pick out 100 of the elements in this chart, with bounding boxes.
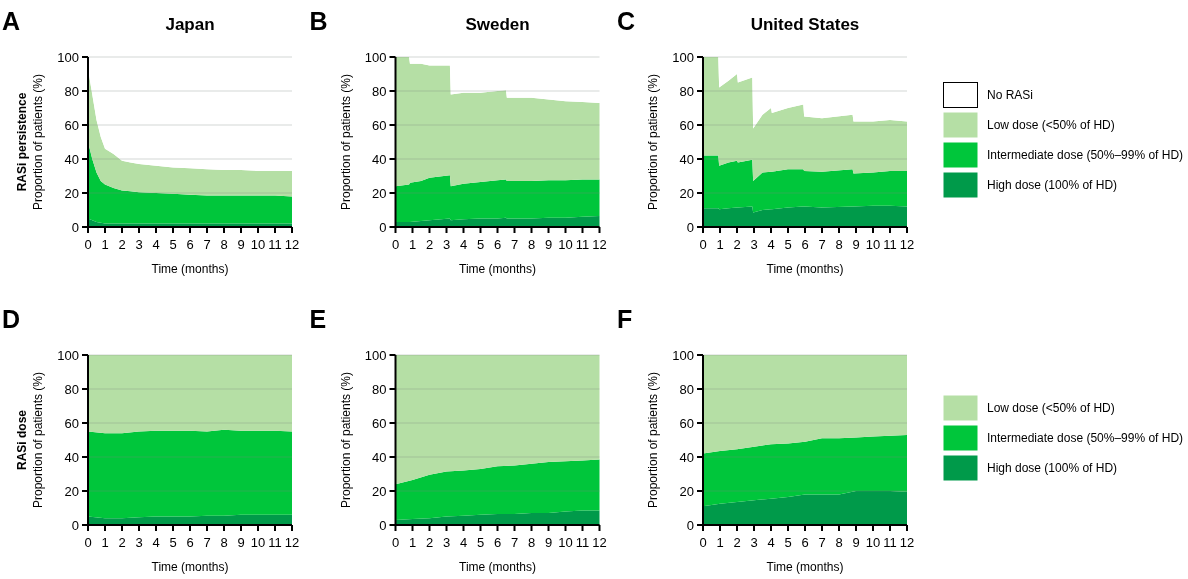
x-tick-label: 5 xyxy=(169,535,177,550)
y-tick-label: 0 xyxy=(686,517,694,533)
x-tick-label: 5 xyxy=(476,535,485,550)
x-tick-label: 12 xyxy=(284,535,300,550)
y-tick-label: 80 xyxy=(64,83,79,99)
x-tick-label: 2 xyxy=(425,535,434,550)
x-axis-title: Time (months) xyxy=(151,262,229,276)
x-tick-label: 8 xyxy=(220,535,228,550)
x-axis-title: Time (months) xyxy=(766,560,844,574)
chart-title: Sweden xyxy=(465,15,530,34)
x-tick-label: 3 xyxy=(135,535,143,550)
y-tick-label: 20 xyxy=(679,185,694,201)
x-tick-label: 2 xyxy=(118,237,126,252)
y-axis-title: Proportion of patients (%) xyxy=(338,73,353,211)
x-tick-label: 10 xyxy=(250,535,266,550)
text: A xyxy=(2,7,21,35)
text: RASi dose xyxy=(15,409,29,471)
x-tick-label: 2 xyxy=(425,237,434,252)
legend-label: Low dose (<50% of HD) xyxy=(987,118,1115,133)
x-axis-title: Time (months) xyxy=(766,262,844,276)
text: RASi persistence xyxy=(15,92,29,192)
x-tick-label: 6 xyxy=(493,237,502,252)
x-tick-label: 5 xyxy=(784,535,792,550)
x-tick-label: 6 xyxy=(493,535,502,550)
x-tick-label: 11 xyxy=(268,237,282,252)
y-tick-label: 80 xyxy=(372,83,387,99)
y-tick-label: 80 xyxy=(64,381,79,397)
y-tick-label: 40 xyxy=(679,151,694,167)
y-tick-label: 80 xyxy=(372,381,387,397)
y-tick-label: 100 xyxy=(672,49,694,65)
y-tick-label: 60 xyxy=(64,415,79,431)
y-tick-label: 20 xyxy=(372,483,387,499)
y-tick-label: 100 xyxy=(57,347,79,363)
y-tick-label: 60 xyxy=(372,117,387,133)
x-tick-label: 0 xyxy=(391,535,400,550)
y-tick-label: 100 xyxy=(364,347,387,363)
x-tick-label: 5 xyxy=(476,237,485,252)
y-tick-label: 60 xyxy=(679,415,694,431)
y-tick-label: 100 xyxy=(57,49,79,65)
y-tick-label: 40 xyxy=(679,449,694,465)
y-tick-label: 60 xyxy=(679,117,694,133)
x-tick-label: 1 xyxy=(101,535,109,550)
x-tick-label: 7 xyxy=(818,535,826,550)
legend-label: Intermediate dose (50%–99% of HD) xyxy=(987,148,1184,163)
x-tick-label: 11 xyxy=(268,535,282,550)
x-tick-label: 10 xyxy=(558,535,573,550)
x-tick-label: 9 xyxy=(852,237,860,252)
legend-label: High dose (100% of HD) xyxy=(987,461,1118,476)
legend-label: Low dose (<50% of HD) xyxy=(987,401,1115,416)
x-tick-label: 12 xyxy=(284,237,300,252)
x-tick-label: 2 xyxy=(733,237,741,252)
y-tick-label: 0 xyxy=(379,517,387,533)
y-tick-label: 40 xyxy=(372,449,387,465)
x-tick-label: 2 xyxy=(733,535,741,550)
x-tick-label: 10 xyxy=(865,535,881,550)
y-tick-label: 80 xyxy=(679,83,694,99)
x-tick-label: 11 xyxy=(575,237,590,252)
x-tick-label: 9 xyxy=(544,237,553,252)
x-tick-label: 8 xyxy=(527,237,536,252)
legend-label: No RASi xyxy=(987,88,1034,103)
text: B xyxy=(309,7,328,35)
x-tick-label: 0 xyxy=(699,237,707,252)
x-tick-label: 5 xyxy=(784,237,792,252)
x-tick-label: 6 xyxy=(801,237,809,252)
x-axis-title: Time (months) xyxy=(459,262,536,276)
y-tick-label: 0 xyxy=(686,219,694,235)
x-tick-label: 3 xyxy=(442,535,451,550)
x-tick-label: 6 xyxy=(801,535,809,550)
x-tick-label: 4 xyxy=(459,237,468,252)
y-tick-label: 60 xyxy=(64,117,79,133)
y-tick-label: 20 xyxy=(679,483,694,499)
y-axis-title: Proportion of patients (%) xyxy=(646,371,660,509)
text: C xyxy=(617,7,636,35)
x-tick-label: 8 xyxy=(220,237,228,252)
x-tick-label: 8 xyxy=(835,535,843,550)
text: F xyxy=(617,305,633,333)
x-tick-label: 5 xyxy=(169,237,177,252)
y-axis-title: Proportion of patients (%) xyxy=(31,73,45,211)
x-tick-label: 11 xyxy=(883,237,897,252)
x-tick-label: 1 xyxy=(408,535,417,550)
x-tick-label: 3 xyxy=(135,237,143,252)
legend-label: High dose (100% of HD) xyxy=(987,178,1118,193)
y-tick-label: 80 xyxy=(679,381,694,397)
y-tick-label: 60 xyxy=(372,415,387,431)
y-tick-label: 0 xyxy=(71,219,79,235)
text: D xyxy=(2,305,21,333)
x-tick-label: 2 xyxy=(118,535,126,550)
x-tick-label: 1 xyxy=(716,237,724,252)
y-tick-label: 40 xyxy=(372,151,387,167)
y-tick-label: 20 xyxy=(64,483,79,499)
x-tick-label: 10 xyxy=(558,237,573,252)
chart-title: Japan xyxy=(165,15,215,34)
y-tick-label: 0 xyxy=(379,219,387,235)
x-tick-label: 9 xyxy=(544,535,553,550)
x-tick-label: 11 xyxy=(883,535,897,550)
x-tick-label: 4 xyxy=(767,237,775,252)
x-tick-label: 12 xyxy=(899,237,915,252)
y-tick-label: 20 xyxy=(372,185,387,201)
y-tick-label: 0 xyxy=(71,517,79,533)
x-tick-label: 12 xyxy=(592,237,607,252)
